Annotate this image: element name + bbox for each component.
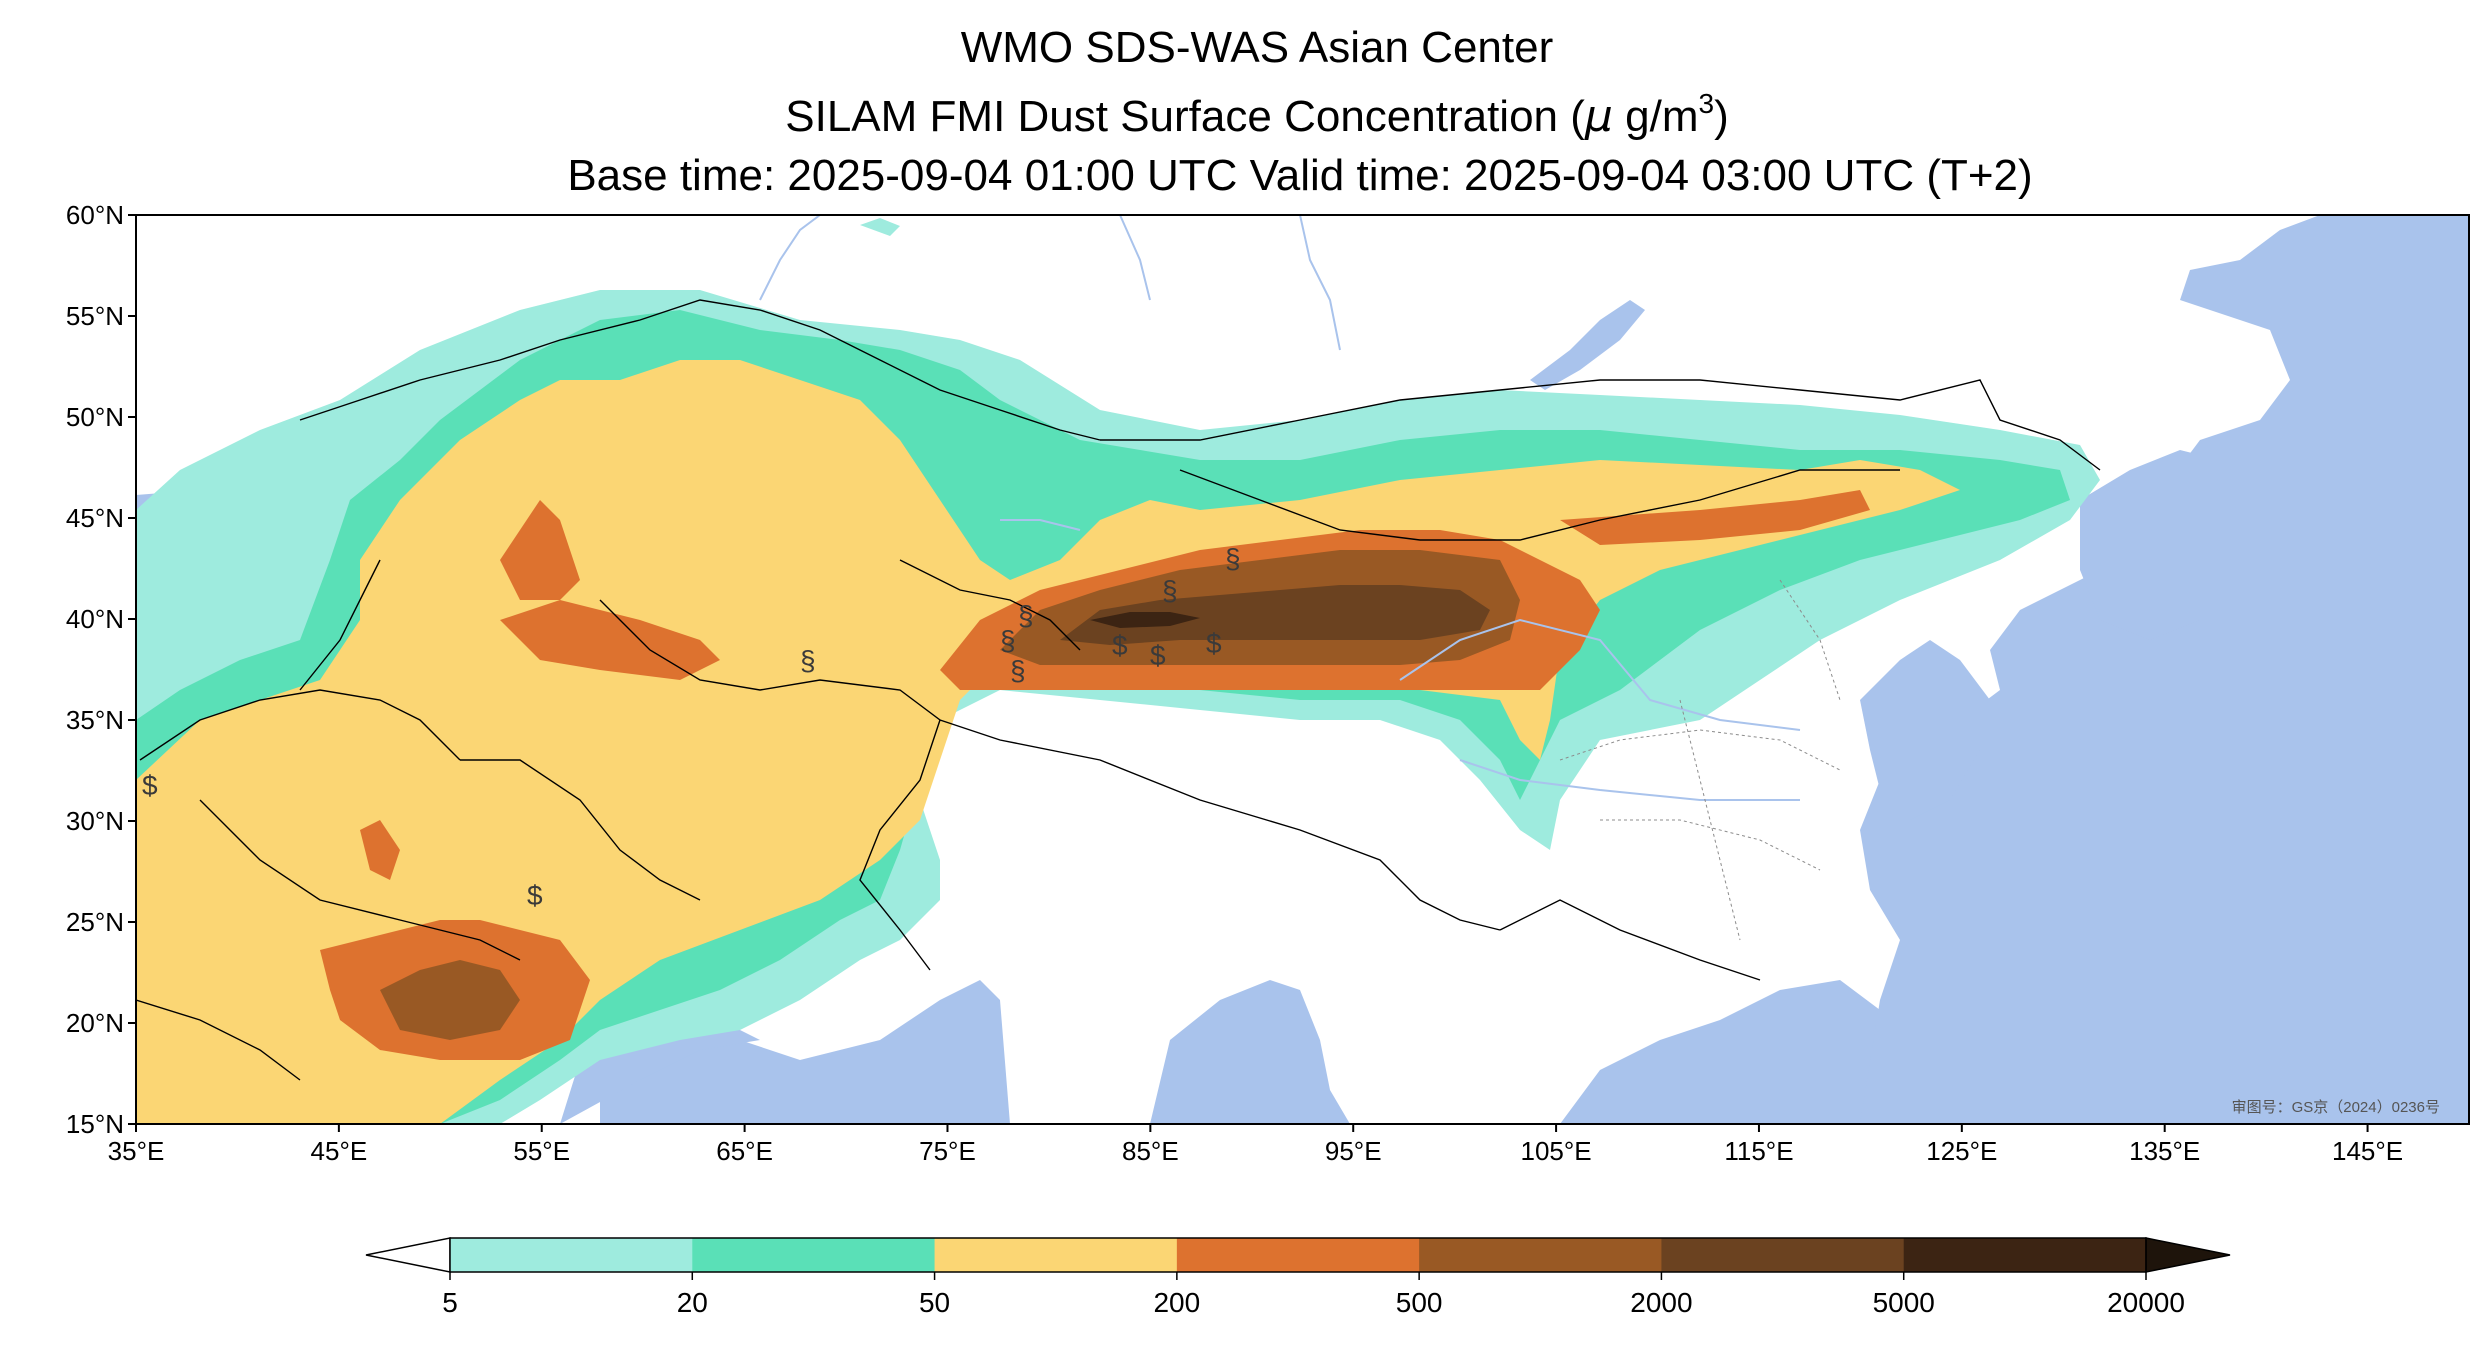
colorbar-segment — [450, 1238, 693, 1272]
lat-tick-label: 25°N — [66, 907, 124, 937]
lon-tick-label: 55°E — [513, 1136, 570, 1166]
dust-station-symbols: § § § § § $ $ $ $ $ § — [142, 543, 1241, 911]
yellow-sea-and-bohai — [1860, 640, 1990, 820]
colorbar-tick-label: 500 — [1396, 1287, 1443, 1318]
station-symbol: $ — [1112, 630, 1128, 661]
map-panel: § § § § § $ $ $ $ $ § 审图号：GS京（2024）0236号 — [136, 215, 2469, 1124]
colorbar-tick-label: 5000 — [1873, 1287, 1935, 1318]
lon-tick-label: 65°E — [716, 1136, 773, 1166]
colorbar-frame — [449, 1237, 2147, 1273]
title-line-2-units: g/m — [1613, 92, 1699, 141]
station-symbol: § — [1018, 600, 1034, 631]
lon-tick-label: 135°E — [2129, 1136, 2200, 1166]
lon-tick-label: 115°E — [1724, 1136, 1793, 1166]
title-line-2-superscript: 3 — [1698, 88, 1714, 119]
station-symbol: $ — [1206, 628, 1222, 659]
colorbar-tick-label: 20 — [677, 1287, 708, 1318]
arabian-sea-and-indian-ocean — [600, 980, 1010, 1124]
lat-tick-label: 50°N — [66, 402, 124, 432]
station-symbol: § — [1000, 625, 1016, 656]
lon-tick-label: 95°E — [1325, 1136, 1382, 1166]
province-borders-layer — [1559, 579, 1841, 941]
colorbar-under-arrow — [365, 1237, 451, 1273]
colorbar-segment — [1176, 1238, 1420, 1272]
borders-layer — [136, 299, 2101, 1081]
station-symbol: § — [1225, 543, 1241, 574]
dust-concentration-layer — [136, 218, 2100, 1124]
colorbar-segment — [934, 1238, 1178, 1272]
rivers-layer — [759, 215, 1801, 801]
colorbar-segment — [1661, 1238, 1905, 1272]
colorbar-segment — [1903, 1238, 2147, 1272]
station-symbol: $ — [1150, 640, 1166, 671]
title-line-2-mu: μ — [1584, 91, 1613, 142]
lat-tick-label: 55°N — [66, 301, 124, 331]
lat-tick-label: 45°N — [66, 503, 124, 533]
title-line-2-close: ) — [1714, 92, 1729, 141]
lake-baikal — [1530, 300, 1645, 390]
lon-tick-label: 125°E — [1926, 1136, 1997, 1166]
lon-tick-label: 35°E — [108, 1136, 165, 1166]
title-line-3: Base time: 2025-09-04 01:00 UTC Valid ti… — [567, 151, 2032, 200]
colorbar-tick-label: 2000 — [1630, 1287, 1692, 1318]
station-symbol: § — [1010, 655, 1026, 686]
lat-tick-label: 15°N — [66, 1109, 124, 1139]
lon-tick-label: 105°E — [1521, 1136, 1592, 1166]
sea-of-japan — [2080, 450, 2240, 640]
dust-level-5000-20000 — [1090, 612, 1200, 628]
lat-tick-label: 20°N — [66, 1008, 124, 1038]
lon-tick-label: 145°E — [2332, 1136, 2403, 1166]
map-frame — [135, 214, 2470, 1125]
colorbar: 5 20 50 200 500 2000 5000 20000 — [365, 1237, 2231, 1318]
lat-tick-label: 40°N — [66, 604, 124, 634]
colorbar-tick-label: 200 — [1153, 1287, 1200, 1318]
lon-tick-label: 75°E — [919, 1136, 976, 1166]
colorbar-segment — [692, 1238, 936, 1272]
bay-of-bengal — [1150, 980, 1350, 1124]
station-symbol: § — [800, 645, 816, 676]
lat-tick-label: 60°N — [66, 200, 124, 230]
lon-tick-label: 45°E — [311, 1136, 368, 1166]
lon-tick-label: 85°E — [1122, 1136, 1179, 1166]
colorbar-tick-label: 50 — [919, 1287, 950, 1318]
colorbar-segment — [1419, 1238, 1662, 1272]
map-approval-stamp: 审图号：GS京（2024）0236号 — [2232, 1099, 2440, 1116]
colorbar-over-arrow — [2145, 1237, 2231, 1273]
lat-tick-label: 35°N — [66, 705, 124, 735]
colorbar-tick-label: 20000 — [2107, 1287, 2185, 1318]
dust-level-2000-5000 — [1060, 585, 1490, 645]
lat-tick-label: 30°N — [66, 806, 124, 836]
longitude-axis: 35°E 45°E 55°E 65°E 75°E 85°E 95°E 105°E 115°E 12… — [108, 1124, 2403, 1166]
latitude-axis: 60°N 55°N 50°N 45°N 40°N 35°N 30°N 25°N 20°N 15°N — [66, 200, 136, 1139]
pacific-and-east-china-sea — [1860, 215, 2469, 1124]
colorbar-tick-label: 5 — [442, 1287, 458, 1318]
title-line-1: WMO SDS-WAS Asian Center — [961, 23, 1554, 72]
station-symbol: § — [1162, 575, 1178, 606]
station-symbol: $ — [527, 880, 543, 911]
station-symbol: $ — [142, 770, 158, 801]
title-line-2: SILAM FMI Dust Surface Concentration (μ … — [785, 88, 1728, 142]
south-china-sea — [1560, 980, 1900, 1124]
title-line-2-prefix: SILAM FMI Dust Surface Concentration ( — [785, 92, 1585, 141]
